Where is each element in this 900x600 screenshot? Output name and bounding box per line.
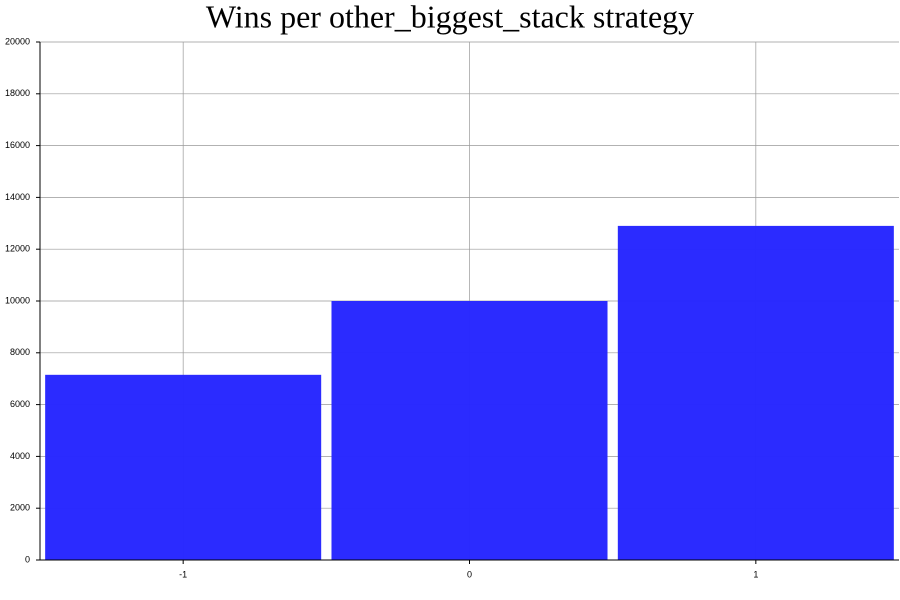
y-tick-label: 6000 — [10, 399, 30, 409]
y-tick-label: 0 — [25, 554, 30, 564]
chart-title: Wins per other_biggest_stack strategy — [206, 0, 694, 34]
bar — [331, 301, 608, 560]
y-tick-label: 14000 — [5, 192, 30, 202]
y-tick-label: 10000 — [5, 295, 30, 305]
y-tick-label: 20000 — [5, 36, 30, 46]
x-tick-label: -1 — [179, 569, 187, 579]
y-tick-label: 12000 — [5, 244, 30, 254]
y-tick-label: 4000 — [10, 451, 30, 461]
y-tick-label: 8000 — [10, 347, 30, 357]
y-tick-label: 2000 — [10, 503, 30, 513]
bar — [617, 225, 894, 560]
bar — [45, 374, 322, 560]
y-tick-label: 16000 — [5, 140, 30, 150]
x-tick-label: 0 — [467, 569, 472, 579]
x-tick-label: 1 — [753, 569, 758, 579]
y-tick-label: 18000 — [5, 88, 30, 98]
